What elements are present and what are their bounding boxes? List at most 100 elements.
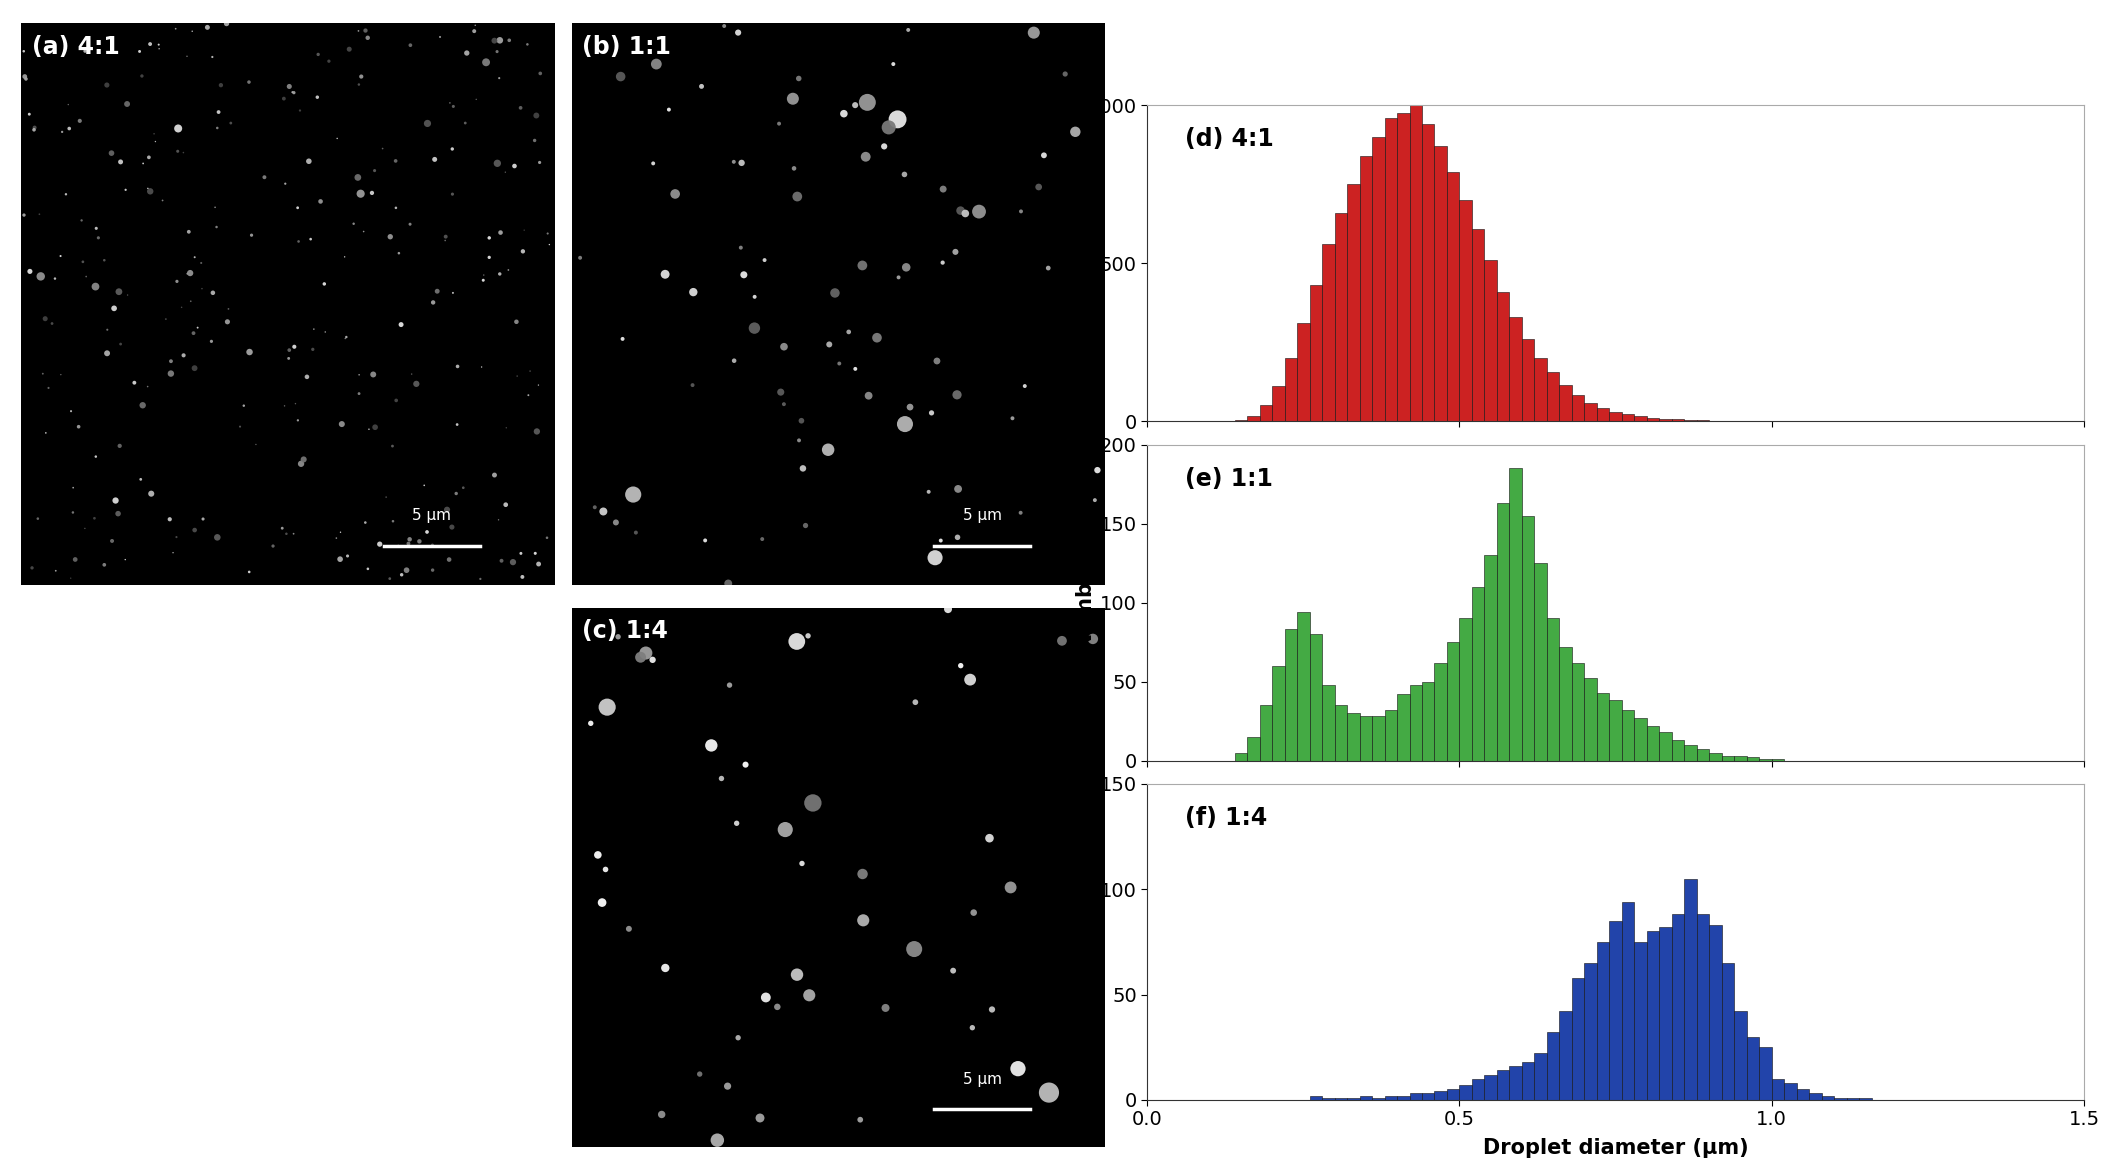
Point — [813, 335, 846, 353]
Point — [764, 383, 798, 401]
Point — [177, 359, 211, 378]
Point — [768, 820, 802, 839]
Point — [324, 550, 358, 569]
Point — [484, 223, 518, 242]
Point — [636, 154, 669, 173]
Point — [530, 529, 564, 548]
Point — [644, 1106, 678, 1124]
Point — [368, 488, 402, 507]
Point — [781, 69, 815, 88]
Point — [91, 321, 124, 339]
Point — [480, 154, 514, 173]
Point — [328, 248, 362, 267]
Point — [493, 261, 526, 280]
Point — [427, 232, 461, 250]
Point — [512, 386, 545, 405]
Point — [941, 528, 975, 546]
Bar — [1633, 718, 1646, 760]
Point — [38, 562, 72, 580]
Point — [853, 386, 886, 405]
Point — [67, 42, 101, 61]
Point — [36, 315, 69, 333]
Bar — [1785, 1083, 1798, 1100]
Point — [57, 479, 91, 497]
Point — [307, 275, 341, 294]
Point — [488, 495, 522, 514]
Bar — [1747, 757, 1760, 760]
Bar — [1446, 1089, 1459, 1100]
Point — [272, 349, 305, 367]
Point — [320, 129, 354, 147]
Point — [356, 184, 389, 202]
Bar — [1659, 419, 1671, 421]
Bar — [1621, 902, 1633, 1100]
Point — [619, 523, 653, 542]
Bar — [1410, 105, 1423, 421]
Bar — [1360, 716, 1372, 760]
Point — [341, 168, 375, 187]
Bar — [1347, 1097, 1360, 1100]
Point — [728, 756, 762, 775]
Bar — [1410, 684, 1423, 760]
Point — [341, 21, 375, 40]
Point — [210, 14, 244, 33]
Point — [459, 16, 493, 35]
Point — [366, 139, 400, 158]
Bar — [1572, 395, 1585, 421]
Bar — [1722, 963, 1735, 1100]
Point — [520, 106, 554, 125]
Point — [301, 88, 335, 106]
Point — [579, 498, 613, 517]
Point — [373, 227, 406, 246]
Point — [394, 530, 427, 549]
Point — [69, 267, 103, 285]
Point — [1027, 146, 1061, 165]
Point — [522, 555, 556, 573]
Point — [143, 40, 177, 58]
Point — [200, 118, 234, 137]
Bar — [1646, 725, 1659, 760]
Point — [844, 1110, 878, 1129]
Point — [282, 232, 316, 250]
Point — [640, 55, 674, 74]
Point — [589, 860, 623, 879]
Point — [185, 280, 219, 298]
Point — [379, 152, 413, 171]
Point — [1076, 629, 1109, 648]
Point — [330, 546, 364, 565]
Point — [867, 137, 901, 156]
Point — [604, 67, 638, 85]
Point — [103, 152, 137, 171]
Point — [711, 1076, 745, 1095]
Point — [777, 89, 810, 108]
Bar — [1722, 756, 1735, 760]
Bar — [1747, 1037, 1760, 1100]
Bar — [1360, 156, 1372, 421]
Point — [587, 502, 621, 521]
Point — [810, 440, 844, 459]
Bar — [1598, 942, 1610, 1100]
Point — [436, 185, 469, 204]
Point — [415, 536, 448, 555]
Bar — [1246, 737, 1259, 760]
Point — [349, 21, 383, 40]
Point — [501, 366, 535, 385]
Bar — [1385, 1095, 1398, 1100]
Point — [623, 648, 657, 667]
Point — [478, 466, 512, 484]
Bar — [1309, 285, 1322, 421]
Point — [478, 32, 512, 50]
Point — [200, 218, 234, 236]
Point — [459, 90, 493, 109]
Point — [448, 113, 482, 132]
Point — [25, 364, 59, 383]
Bar — [1446, 172, 1459, 421]
Point — [436, 139, 469, 158]
Point — [362, 535, 396, 553]
Point — [421, 282, 455, 301]
Point — [726, 266, 760, 284]
Point — [13, 105, 46, 124]
Point — [766, 394, 800, 413]
Point — [192, 18, 225, 36]
Point — [124, 470, 158, 489]
